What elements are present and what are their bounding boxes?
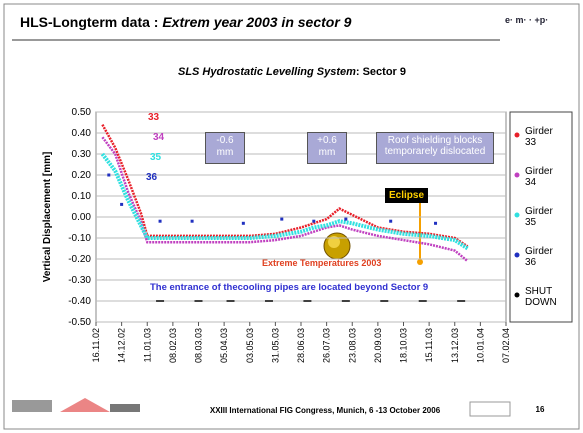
x-tick-label: 08.03.03 bbox=[194, 328, 204, 363]
x-tick-label: 23.08.03 bbox=[347, 328, 357, 363]
point bbox=[312, 219, 316, 223]
logo bbox=[60, 398, 110, 412]
annotation-box: +0.6 mm bbox=[307, 132, 347, 164]
y-tick-label: -0.40 bbox=[68, 296, 91, 307]
point bbox=[158, 219, 162, 223]
logo bbox=[110, 404, 140, 412]
legend-label: Girder 36 bbox=[525, 246, 553, 268]
point bbox=[280, 217, 284, 221]
chart-title: SLS Hydrostatic Levelling System: Sector… bbox=[178, 66, 406, 78]
legend-label: SHUT DOWN bbox=[525, 286, 557, 308]
y-tick-label: -0.10 bbox=[68, 233, 91, 244]
logo: e· m· · +p· bbox=[505, 15, 548, 25]
x-tick-label: 15.11.03 bbox=[424, 328, 434, 362]
legend-marker bbox=[514, 132, 520, 138]
point bbox=[434, 221, 438, 225]
x-tick-label: 31.05.03 bbox=[270, 328, 280, 363]
x-tick-label: 26.07.03 bbox=[322, 328, 332, 363]
x-tick-label: 14.12.02 bbox=[117, 328, 127, 363]
x-tick-label: 03.05.03 bbox=[245, 328, 255, 363]
legend-label: Girder 34 bbox=[525, 166, 553, 188]
legend-marker bbox=[514, 252, 520, 258]
point bbox=[344, 217, 348, 221]
y-tick-label: 0.40 bbox=[72, 128, 92, 139]
y-tick-label: 0.10 bbox=[72, 191, 92, 202]
y-tick-label: 0.30 bbox=[72, 149, 92, 160]
series-line bbox=[101, 123, 469, 248]
header-title: HLS-Longterm data : Extrem year 2003 in … bbox=[20, 14, 352, 30]
y-tick-label: -0.20 bbox=[68, 254, 91, 265]
x-tick-label: 28.06.03 bbox=[296, 328, 306, 363]
annotation: The entrance of thecooling pipes are loc… bbox=[150, 282, 429, 293]
annotation: Extreme Temperatures 2003 bbox=[262, 258, 382, 268]
x-tick-label: 08.02.03 bbox=[168, 328, 178, 363]
annotation-box: -0.6 mm bbox=[205, 132, 245, 164]
sun-highlight bbox=[328, 236, 340, 248]
y-tick-label: -0.50 bbox=[68, 317, 91, 328]
page-number: 16 bbox=[536, 405, 545, 414]
x-tick-label: 07.02.04 bbox=[501, 328, 511, 363]
logo bbox=[469, 401, 511, 417]
slide-border bbox=[3, 3, 580, 430]
logo bbox=[12, 400, 52, 412]
annotation-box: Roof shielding blocks temporarely disloc… bbox=[376, 132, 494, 164]
legend-label: Girder 35 bbox=[525, 206, 553, 228]
y-tick-label: 0.00 bbox=[72, 212, 92, 223]
legend-label: Girder 33 bbox=[525, 126, 553, 148]
y-tick-label: 0.50 bbox=[72, 107, 92, 118]
x-tick-label: 11.01.03 bbox=[142, 328, 152, 362]
series-label: 36 bbox=[146, 172, 158, 183]
x-tick-label: 16.11.02 bbox=[91, 328, 101, 362]
y-axis-label: Vertical Displacement [mm] bbox=[42, 152, 53, 283]
legend-marker bbox=[514, 172, 520, 178]
x-tick-label: 18.10.03 bbox=[399, 328, 409, 363]
legend bbox=[509, 111, 573, 323]
x-tick-label: 13.12.03 bbox=[450, 328, 460, 363]
legend-marker bbox=[514, 292, 520, 298]
series-label: 34 bbox=[153, 132, 165, 143]
eclipse-label: Eclipse bbox=[385, 188, 429, 203]
logo bbox=[500, 12, 572, 26]
point bbox=[120, 202, 124, 206]
series-label: 33 bbox=[148, 112, 160, 123]
x-tick-label: 05.04.03 bbox=[219, 328, 229, 363]
footer-text: XXIII International FIG Congress, Munich… bbox=[210, 406, 441, 415]
legend-marker bbox=[514, 212, 520, 218]
eclipse-dot bbox=[417, 259, 423, 265]
x-tick-label: 20.09.03 bbox=[373, 328, 383, 363]
point bbox=[107, 173, 111, 177]
y-tick-label: -0.30 bbox=[68, 275, 91, 286]
y-tick-label: 0.20 bbox=[72, 170, 92, 181]
x-tick-label: 10.01.04 bbox=[475, 328, 485, 363]
series-label: 35 bbox=[150, 152, 162, 163]
point bbox=[389, 219, 393, 223]
point bbox=[241, 221, 245, 225]
point bbox=[190, 219, 194, 223]
